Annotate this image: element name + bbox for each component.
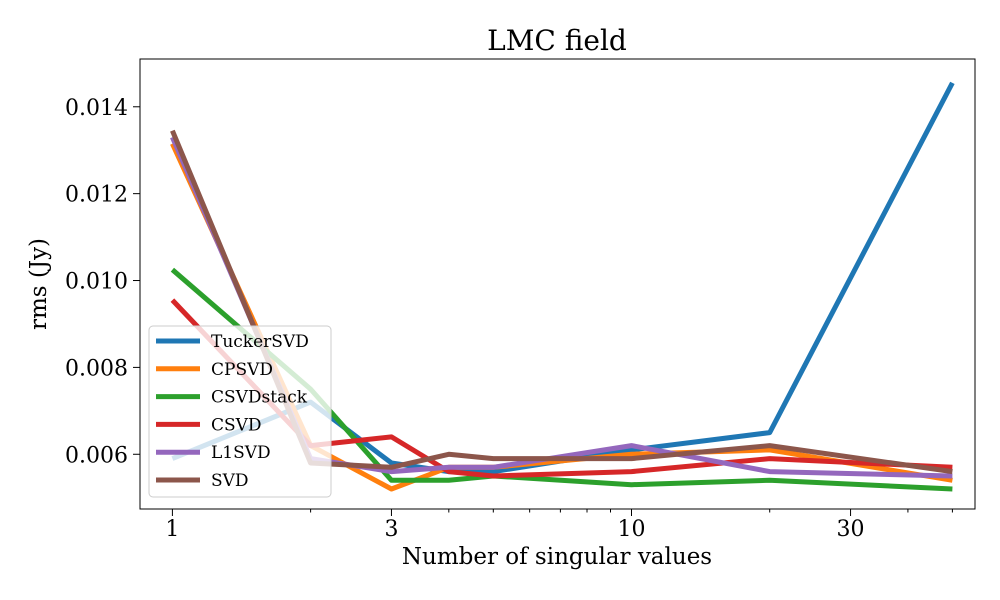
y-tick-label: 0.008 [65, 356, 128, 381]
x-axis: 1 3 10 30 [165, 509, 953, 542]
x-axis-label: Number of singular values [402, 544, 712, 570]
plot-frame [139, 58, 976, 510]
legend: TuckerSVD CPSVD CSVDstack CSVD L1SVD SVD [148, 325, 332, 498]
y-tick-label: 0.010 [65, 270, 128, 295]
y-axis-label: rms (Jy) [26, 238, 52, 330]
legend-label-csvd: CSVD [211, 415, 262, 435]
x-tick-label: 3 [384, 517, 398, 542]
legend-label-csvdstack: CSVDstack [211, 388, 308, 408]
y-tick-label: 0.014 [65, 96, 128, 121]
legend-label-tuckersvd: TuckerSVD [211, 332, 309, 352]
legend-label-cpsvd: CPSVD [211, 360, 273, 380]
chart-title: LMC field [487, 24, 627, 57]
x-tick-label: 30 [837, 517, 865, 542]
legend-label-svd: SVD [211, 471, 249, 491]
legend-label-l1svd: L1SVD [211, 443, 271, 463]
y-tick-label: 0.006 [65, 443, 128, 468]
y-axis: 0.006 0.008 0.010 0.012 0.014 [65, 96, 140, 468]
x-tick-label: 10 [618, 517, 646, 542]
y-tick-label: 0.012 [65, 183, 128, 208]
x-tick-label: 1 [165, 517, 179, 542]
